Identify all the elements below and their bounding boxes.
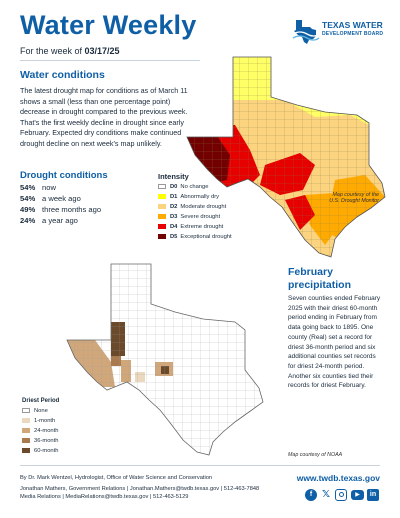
legend-item-none: None: [22, 408, 48, 414]
legend-item-60-month: 60-month: [22, 448, 59, 454]
legend-item-d4: D4 Extreme drought: [158, 224, 223, 230]
precipitation-map: [66, 263, 264, 456]
drought-map-credit: Map courtesy of the U.S. Drought Monitor: [329, 192, 379, 204]
footer-author: By Dr. Mark Wentzel, Hydrologist, Office…: [20, 475, 213, 481]
twdb-logo[interactable]: TEXAS WATER DEVELOPMENT BOARD: [290, 16, 390, 48]
legend-item-1-month: 1-month: [22, 418, 55, 424]
driest-period-legend-title: Driest Period: [22, 398, 60, 404]
page-title: Water Weekly: [20, 10, 197, 40]
linkedin-icon[interactable]: in: [367, 489, 379, 501]
x-icon[interactable]: 𝕏: [320, 489, 332, 501]
footer-contact-2[interactable]: Media Relations | MediaRelations@twdb.te…: [20, 494, 189, 500]
logo-text-line1: TEXAS WATER: [322, 20, 383, 30]
youtube-icon[interactable]: ▶: [351, 490, 364, 500]
noaa-credit: Map courtesy of NOAA: [288, 452, 343, 458]
website-link[interactable]: www.twdb.texas.gov: [296, 473, 380, 483]
legend-item-d0: D0 No change: [158, 184, 208, 190]
header-divider: [20, 60, 200, 61]
stat-now: 54% now: [20, 183, 56, 192]
footer-contact-1[interactable]: Jonathan Mathers, Government Relations |…: [20, 486, 260, 492]
footer-divider: [20, 465, 380, 466]
facebook-icon[interactable]: f: [305, 489, 317, 501]
legend-item-36-month: 36-month: [22, 438, 59, 444]
week-date: 03/17/25: [84, 46, 120, 56]
intensity-legend-title: Intensity: [158, 172, 189, 181]
instagram-icon[interactable]: [335, 489, 347, 501]
logo-text-line2: DEVELOPMENT BOARD: [322, 31, 384, 37]
legend-item-d3: D3 Severe drought: [158, 214, 220, 220]
legend-item-d5: D5 Exceptional drought: [158, 234, 232, 240]
legend-item-24-month: 24-month: [22, 428, 59, 434]
legend-item-d2: D2 Moderate drought: [158, 204, 226, 210]
water-conditions-heading: Water conditions: [20, 69, 105, 81]
texas-logo-icon: [292, 20, 320, 44]
week-subtitle: For the week of 03/17/25: [20, 46, 120, 56]
stat-year-ago: 24% a year ago: [20, 216, 78, 225]
february-precip-paragraph: Seven counties ended February 2025 with …: [288, 295, 381, 390]
water-conditions-paragraph: The latest drought map for conditions as…: [20, 86, 188, 148]
february-precip-heading: February precipitation: [288, 266, 352, 291]
drought-map: [186, 56, 386, 258]
legend-item-d1: D1 Abnormally dry: [158, 194, 219, 200]
stat-week-ago: 54% a week ago: [20, 194, 81, 203]
drought-conditions-heading: Drought conditions: [20, 170, 108, 181]
stat-three-months-ago: 49% three months ago: [20, 205, 102, 214]
